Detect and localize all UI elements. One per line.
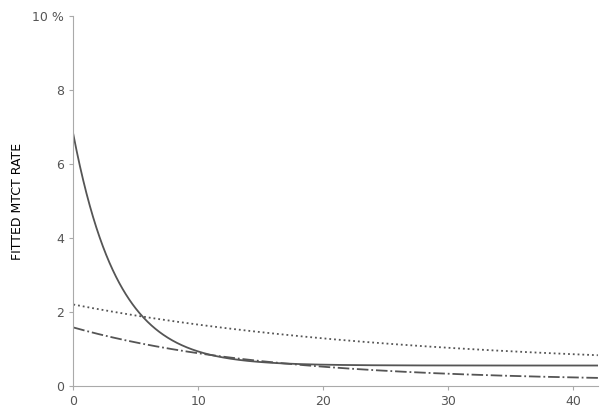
Y-axis label: FITTED MTCT RATE: FITTED MTCT RATE	[11, 142, 24, 259]
